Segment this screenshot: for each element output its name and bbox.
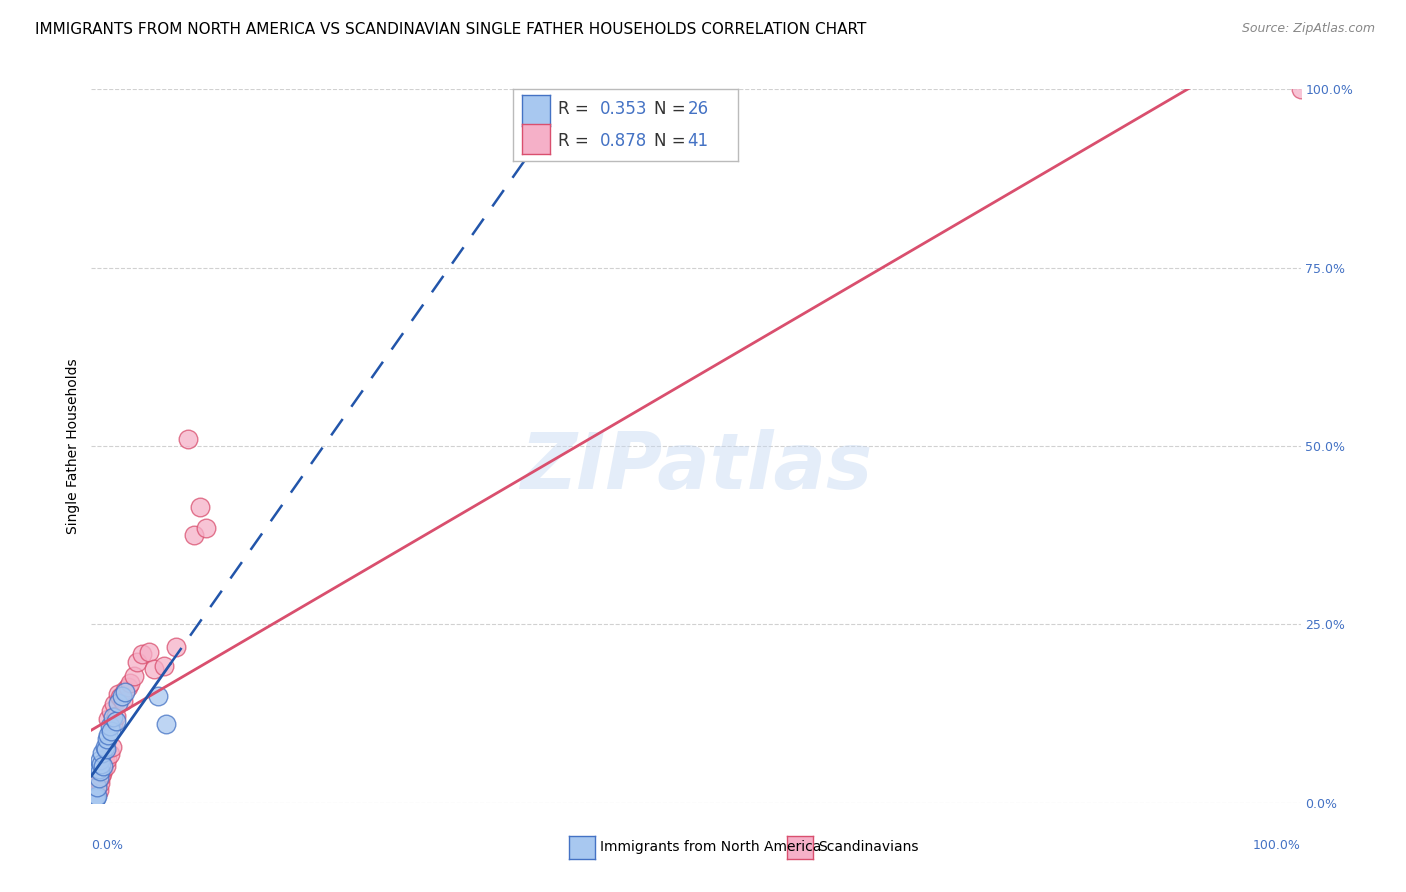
Point xyxy=(98,719,121,733)
Point xyxy=(87,762,110,776)
Point xyxy=(89,753,111,767)
Point xyxy=(86,780,108,794)
Text: 0.0%: 0.0% xyxy=(91,839,124,852)
Point xyxy=(153,658,176,673)
Point xyxy=(84,792,107,806)
Text: N =: N = xyxy=(654,132,690,150)
Point xyxy=(97,728,120,742)
Text: R =: R = xyxy=(558,100,595,118)
Point xyxy=(114,685,136,699)
Text: 41: 41 xyxy=(688,132,709,150)
Text: Immigrants from North America: Immigrants from North America xyxy=(600,840,821,855)
Point xyxy=(120,676,142,690)
Point xyxy=(96,731,118,746)
Point xyxy=(96,751,118,765)
Point xyxy=(155,717,177,731)
Point xyxy=(87,783,110,797)
Point xyxy=(87,771,110,785)
Text: R =: R = xyxy=(558,132,595,150)
Y-axis label: Single Father Households: Single Father Households xyxy=(66,359,80,533)
Point xyxy=(107,696,129,710)
Point xyxy=(89,776,111,790)
Point xyxy=(91,746,114,760)
Point xyxy=(84,789,107,803)
Point xyxy=(100,724,122,739)
Point xyxy=(86,787,108,801)
Point xyxy=(90,769,112,783)
Point xyxy=(1289,82,1312,96)
Point xyxy=(101,710,124,724)
Point xyxy=(127,655,149,669)
Text: Scandinavians: Scandinavians xyxy=(818,840,918,855)
Point xyxy=(183,528,205,542)
Point xyxy=(83,793,105,807)
Point xyxy=(165,640,187,655)
Point xyxy=(100,705,122,719)
Point xyxy=(104,714,127,728)
Text: Source: ZipAtlas.com: Source: ZipAtlas.com xyxy=(1241,22,1375,36)
Point xyxy=(86,789,108,803)
Point xyxy=(94,758,117,772)
Point xyxy=(101,740,124,755)
Text: IMMIGRANTS FROM NORTH AMERICA VS SCANDINAVIAN SINGLE FATHER HOUSEHOLDS CORRELATI: IMMIGRANTS FROM NORTH AMERICA VS SCANDIN… xyxy=(35,22,866,37)
Point xyxy=(103,698,125,712)
Point xyxy=(111,694,134,708)
Point xyxy=(177,432,200,446)
Point xyxy=(111,689,132,703)
Point xyxy=(91,765,114,780)
Point xyxy=(84,790,107,805)
Point xyxy=(93,758,115,772)
Point xyxy=(84,783,107,797)
Point xyxy=(87,772,110,787)
Point xyxy=(117,680,139,694)
Point xyxy=(94,742,117,756)
Text: 0.878: 0.878 xyxy=(600,132,648,150)
Point xyxy=(146,689,169,703)
Point xyxy=(131,648,153,662)
Point xyxy=(101,715,124,730)
Point xyxy=(104,708,127,723)
Point xyxy=(93,740,115,755)
Point xyxy=(110,690,132,705)
Point xyxy=(82,793,104,807)
Point xyxy=(143,662,166,676)
Text: N =: N = xyxy=(654,100,690,118)
Point xyxy=(107,687,129,701)
Point xyxy=(93,755,115,769)
Point xyxy=(97,712,120,726)
Point xyxy=(138,644,160,658)
Point xyxy=(89,764,111,778)
Text: 26: 26 xyxy=(688,100,709,118)
Point xyxy=(188,500,211,514)
Point xyxy=(86,780,108,794)
Text: ZIPatlas: ZIPatlas xyxy=(520,429,872,506)
Point xyxy=(83,790,105,805)
Point xyxy=(84,790,107,805)
Point xyxy=(93,762,115,776)
Point xyxy=(122,669,145,683)
Point xyxy=(114,683,136,698)
Point xyxy=(195,521,218,535)
Text: 0.353: 0.353 xyxy=(600,100,648,118)
Text: 100.0%: 100.0% xyxy=(1253,839,1301,852)
Point xyxy=(84,786,107,800)
Point xyxy=(90,756,112,771)
Point xyxy=(98,747,121,762)
